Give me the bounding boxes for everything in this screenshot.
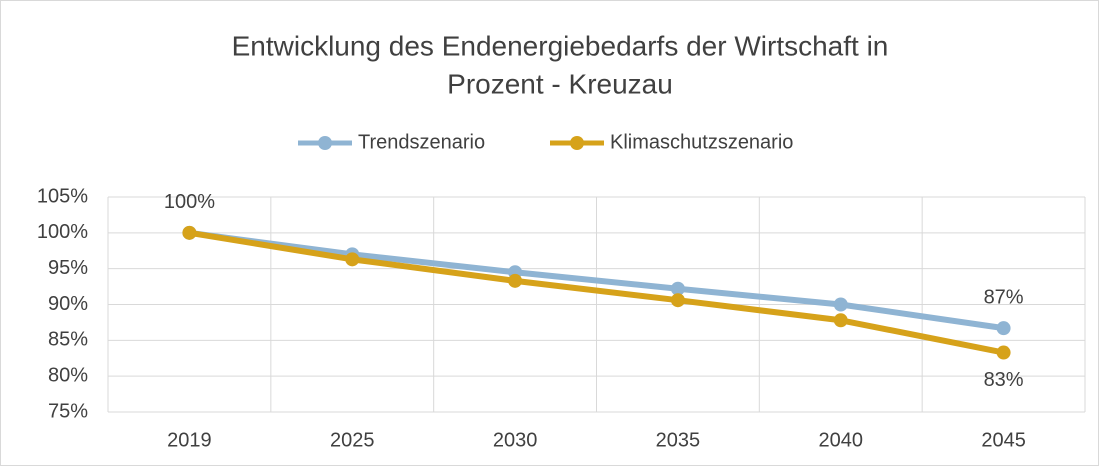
- data-label: 87%: [984, 286, 1024, 308]
- legend-marker: [570, 136, 584, 150]
- x-tick-label: 2045: [981, 429, 1026, 451]
- y-tick-label: 75%: [48, 400, 88, 422]
- data-point: [996, 345, 1011, 360]
- y-tick-label: 85%: [48, 329, 88, 351]
- series-line: [188, 229, 1005, 356]
- x-tick-label: 2035: [656, 429, 701, 451]
- chart-title: Entwicklung des Endenergiebedarfs der Wi…: [232, 30, 889, 61]
- x-tick-label: 2019: [167, 429, 212, 451]
- y-tick-label: 80%: [48, 364, 88, 386]
- x-tick-label: 2030: [493, 429, 538, 451]
- x-tick-label: 2025: [330, 429, 375, 451]
- series-line: [189, 229, 1005, 332]
- data-point: [833, 297, 848, 312]
- y-tick-label: 90%: [48, 293, 88, 315]
- x-tick-label: 2040: [819, 429, 864, 451]
- legend-label: Klimaschutzszenario: [610, 131, 793, 153]
- legend-marker: [318, 136, 332, 150]
- data-point: [670, 293, 685, 308]
- data-label: 100%: [164, 191, 215, 213]
- data-point: [182, 225, 197, 240]
- data-point: [670, 281, 685, 296]
- data-point: [345, 252, 360, 267]
- data-point: [996, 321, 1011, 336]
- data-point: [833, 313, 848, 328]
- chart-title: Prozent - Kreuzau: [447, 68, 673, 99]
- y-tick-label: 105%: [37, 185, 88, 207]
- data-label: 83%: [984, 369, 1024, 391]
- legend-label: Trendszenario: [358, 131, 485, 153]
- data-point: [508, 273, 523, 288]
- y-tick-label: 100%: [37, 221, 88, 243]
- y-tick-label: 95%: [48, 257, 88, 279]
